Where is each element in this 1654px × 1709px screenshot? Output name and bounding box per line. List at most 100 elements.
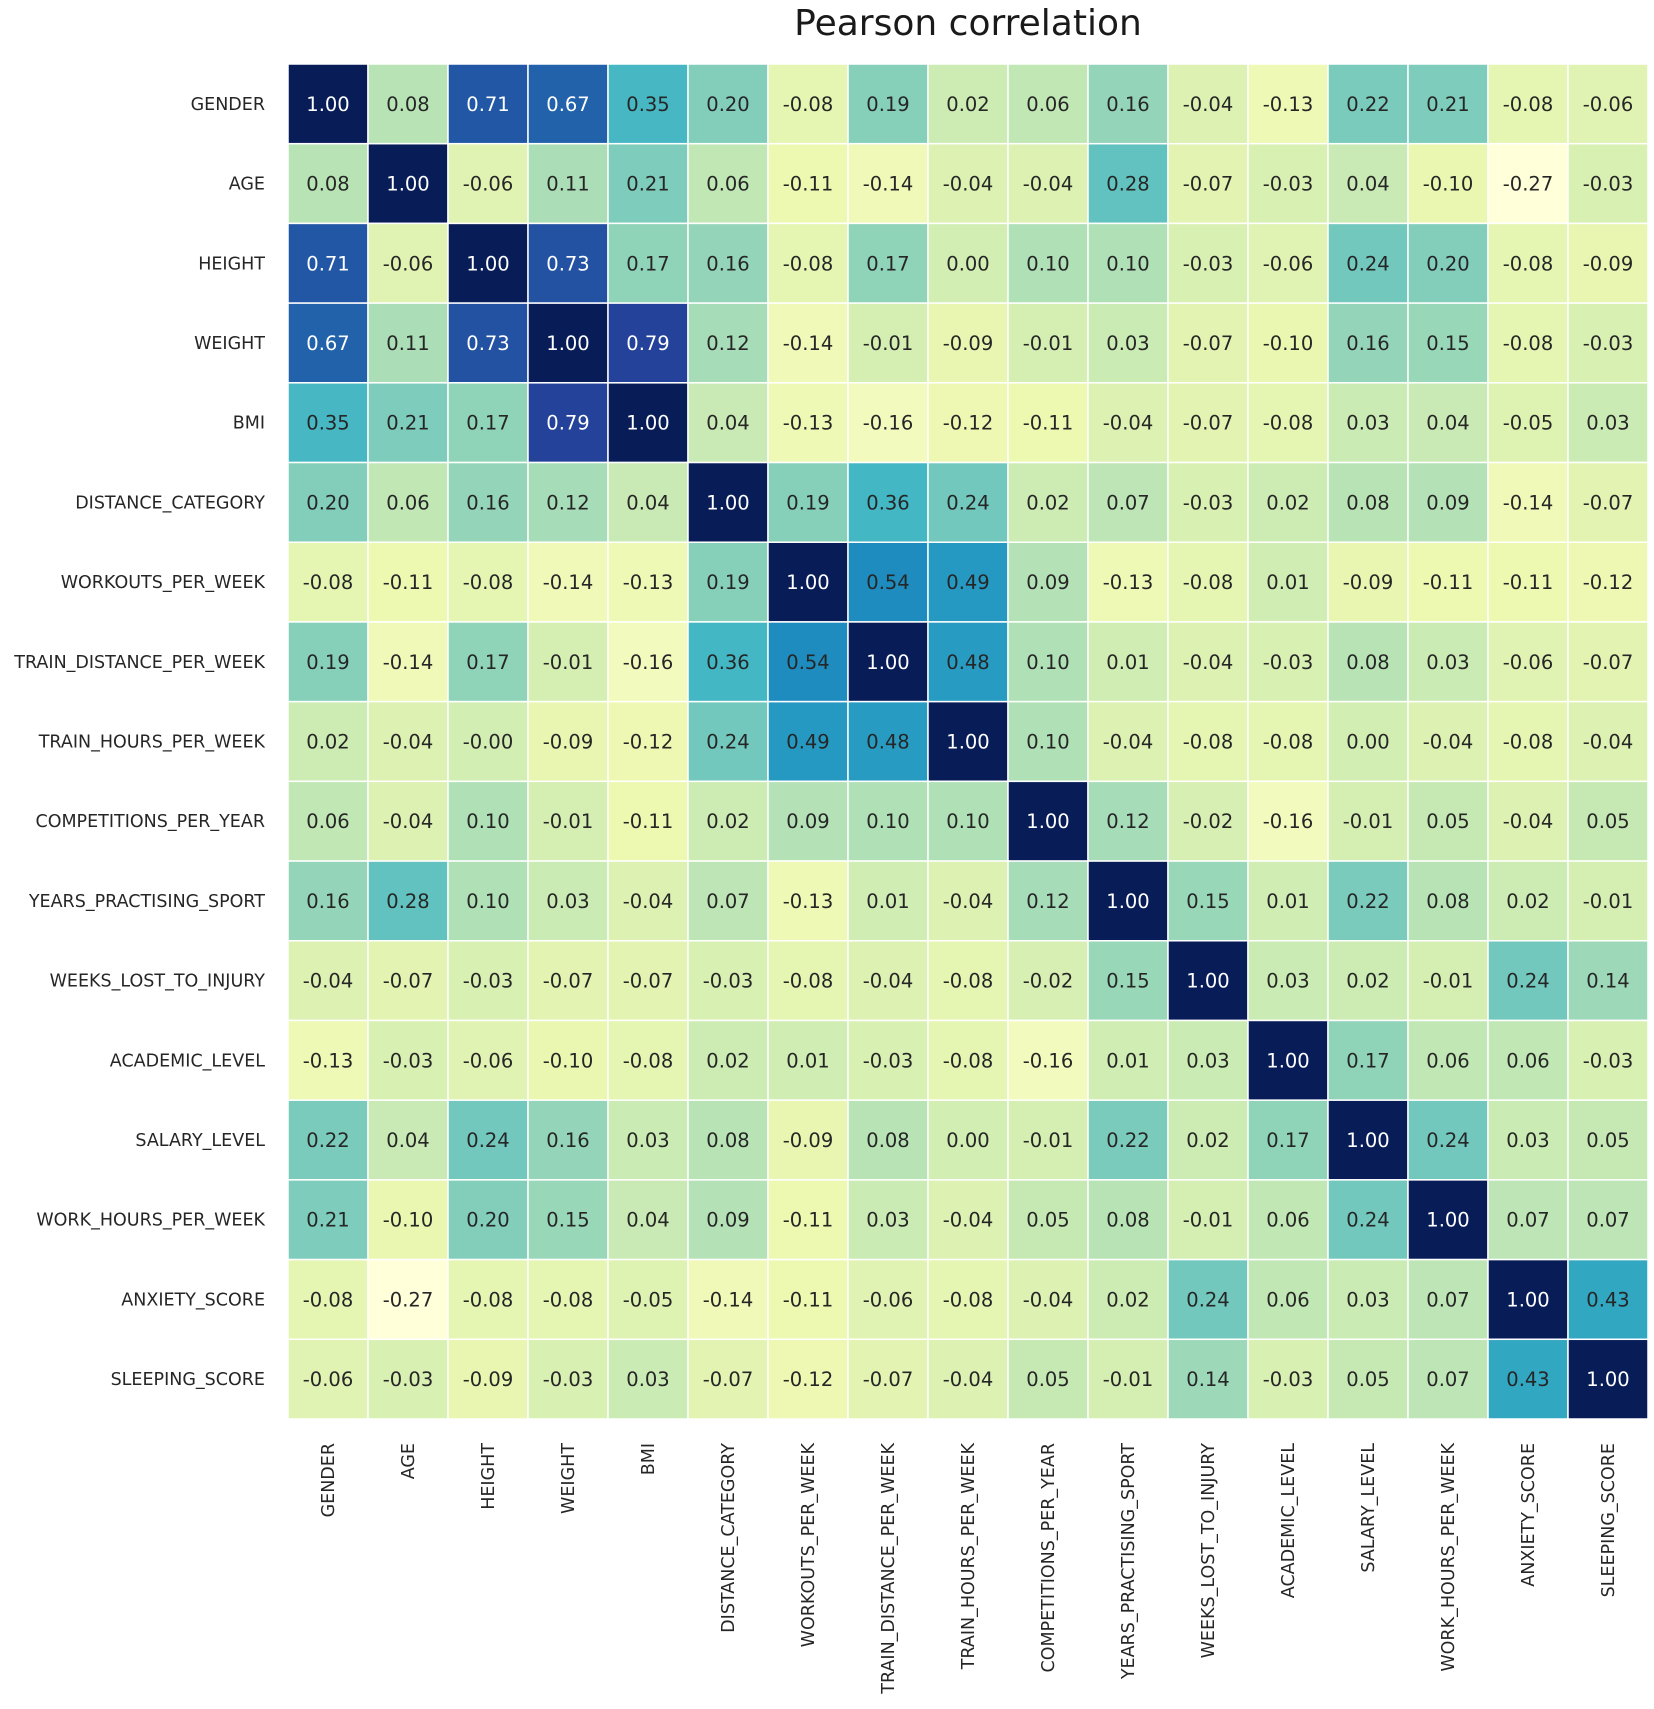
cell-value-label: -0.08 — [1183, 571, 1233, 594]
cell-value-label: 1.00 — [1026, 810, 1069, 833]
heatmap-cell — [767, 780, 849, 862]
cell-value-label: -0.04 — [383, 731, 433, 754]
cell-value-label: 0.19 — [786, 491, 829, 514]
cell-value-label: 0.01 — [1266, 890, 1309, 913]
cell-value-label: 0.01 — [866, 890, 909, 913]
heatmap-cell — [367, 700, 449, 783]
cell-value-label: -0.04 — [1183, 93, 1233, 116]
cell-value-label: -0.16 — [623, 651, 673, 674]
heatmap-cell — [447, 302, 529, 384]
cell-value-label: 0.10 — [866, 810, 909, 833]
cell-value-label: 0.00 — [1346, 731, 1389, 754]
heatmap-cell — [1567, 63, 1649, 145]
cell-value-label: 1.00 — [1426, 1209, 1469, 1232]
cell-value-label: 0.01 — [786, 1049, 829, 1072]
cell-value-label: -0.01 — [1183, 1209, 1233, 1232]
cell-value-label: -0.04 — [1423, 731, 1473, 754]
cell-value-label: 0.17 — [466, 651, 509, 674]
cell-value-label: 0.22 — [1346, 890, 1389, 913]
heatmap-cell — [1007, 1258, 1089, 1341]
heatmap-cell — [767, 382, 849, 464]
heatmap-cell — [1567, 461, 1649, 543]
cell-value-label: -0.06 — [1263, 252, 1313, 275]
cell-value-label: 0.24 — [946, 491, 989, 514]
heatmap-cell — [1167, 142, 1249, 225]
cell-value-label: -0.14 — [383, 651, 433, 674]
cell-value-label: 0.16 — [546, 1129, 589, 1152]
cell-value-label: 1.00 — [706, 491, 749, 514]
heatmap-cell — [367, 461, 449, 543]
cell-value-label: 0.08 — [306, 173, 349, 196]
heatmap-cell — [1567, 1019, 1649, 1101]
heatmap-cell — [527, 461, 609, 543]
cell-value-label: -0.04 — [383, 810, 433, 833]
heatmap-cell — [287, 142, 369, 225]
cell-value-label: 0.08 — [1106, 1209, 1149, 1232]
cell-value-label: 0.05 — [1346, 1368, 1389, 1391]
cell-value-label: 0.03 — [1186, 1049, 1229, 1072]
heatmap-cell — [527, 1019, 609, 1101]
cell-value-label: 0.15 — [1426, 332, 1469, 355]
cell-value-label: 0.08 — [1346, 491, 1389, 514]
cell-value-label: 0.43 — [1506, 1368, 1549, 1391]
cell-value-label: 0.08 — [1426, 890, 1469, 913]
heatmap-cell — [367, 63, 449, 145]
cell-value-label: -0.06 — [1503, 651, 1553, 674]
cell-value-label: -0.04 — [1023, 1288, 1073, 1311]
heatmap-cell — [1247, 1179, 1329, 1261]
cell-value-label: -0.11 — [1503, 571, 1553, 594]
cell-value-label: 0.04 — [386, 1129, 429, 1152]
heatmap-cell — [1567, 1258, 1649, 1341]
cell-value-label: -0.08 — [1263, 412, 1313, 435]
heatmap-cell — [1087, 142, 1169, 225]
heatmap-cell — [367, 940, 449, 1022]
row-label: WEIGHT — [194, 334, 265, 354]
row-label: HEIGHT — [198, 254, 265, 274]
cell-value-label: 0.14 — [1186, 1368, 1229, 1391]
heatmap-cell — [527, 940, 609, 1022]
heatmap-cells: 1.00 0.08 0.71 0.67 0.35 0.20 -0.08 0.19 0.02 0.0… — [287, 63, 1649, 1420]
cell-value-label: 0.16 — [1106, 93, 1149, 116]
heatmap-cell — [1167, 461, 1249, 543]
column-label: TRAIN_HOURS_PER_WEEK — [959, 1442, 979, 1670]
heatmap-cell — [607, 860, 689, 942]
cell-value-label: -0.13 — [783, 890, 833, 913]
heatmap-cell — [1247, 302, 1329, 384]
row-label: TRAIN_DISTANCE_PER_WEEK — [13, 653, 265, 673]
cell-value-label: 0.19 — [866, 93, 909, 116]
heatmap-cell — [1407, 1019, 1489, 1101]
heatmap-cell — [687, 1099, 769, 1181]
cell-value-label: 0.03 — [626, 1368, 669, 1391]
heatmap-cell — [847, 1179, 929, 1261]
cell-value-label: 0.10 — [1026, 651, 1069, 674]
cell-value-label: -0.03 — [1263, 1368, 1313, 1391]
heatmap-cell — [687, 700, 769, 783]
row-label: WORK_HOURS_PER_WEEK — [36, 1211, 265, 1231]
cell-value-label: 0.67 — [546, 93, 589, 116]
cell-value-label: 0.07 — [1426, 1288, 1469, 1311]
cell-value-label: -0.08 — [303, 1288, 353, 1311]
cell-value-label: 0.03 — [1346, 1288, 1389, 1311]
heatmap-cell — [687, 1258, 769, 1341]
cell-value-label: -0.08 — [943, 970, 993, 993]
cell-value-label: -0.03 — [1583, 1049, 1633, 1072]
cell-value-label: 0.20 — [1426, 252, 1469, 275]
cell-value-label: 0.10 — [946, 810, 989, 833]
cell-value-label: -0.03 — [463, 970, 513, 993]
cell-value-label: 0.19 — [706, 571, 749, 594]
heatmap-cell — [607, 142, 689, 225]
cell-value-label: 0.03 — [1106, 332, 1149, 355]
heatmap-cell — [1247, 382, 1329, 464]
heatmap-cell — [527, 1099, 609, 1181]
cell-value-label: 0.67 — [306, 332, 349, 355]
heatmap-cell — [447, 700, 529, 783]
heatmap-cell — [1087, 1099, 1169, 1181]
cell-value-label: -0.07 — [1183, 332, 1233, 355]
heatmap-cell — [607, 222, 689, 304]
cell-value-label: 1.00 — [626, 412, 669, 435]
cell-value-label: -0.08 — [463, 1288, 513, 1311]
heatmap-cell — [607, 1258, 689, 1341]
cell-value-label: -0.09 — [543, 731, 593, 754]
heatmap-cell — [1087, 382, 1169, 464]
heatmap-cell — [287, 1099, 369, 1181]
